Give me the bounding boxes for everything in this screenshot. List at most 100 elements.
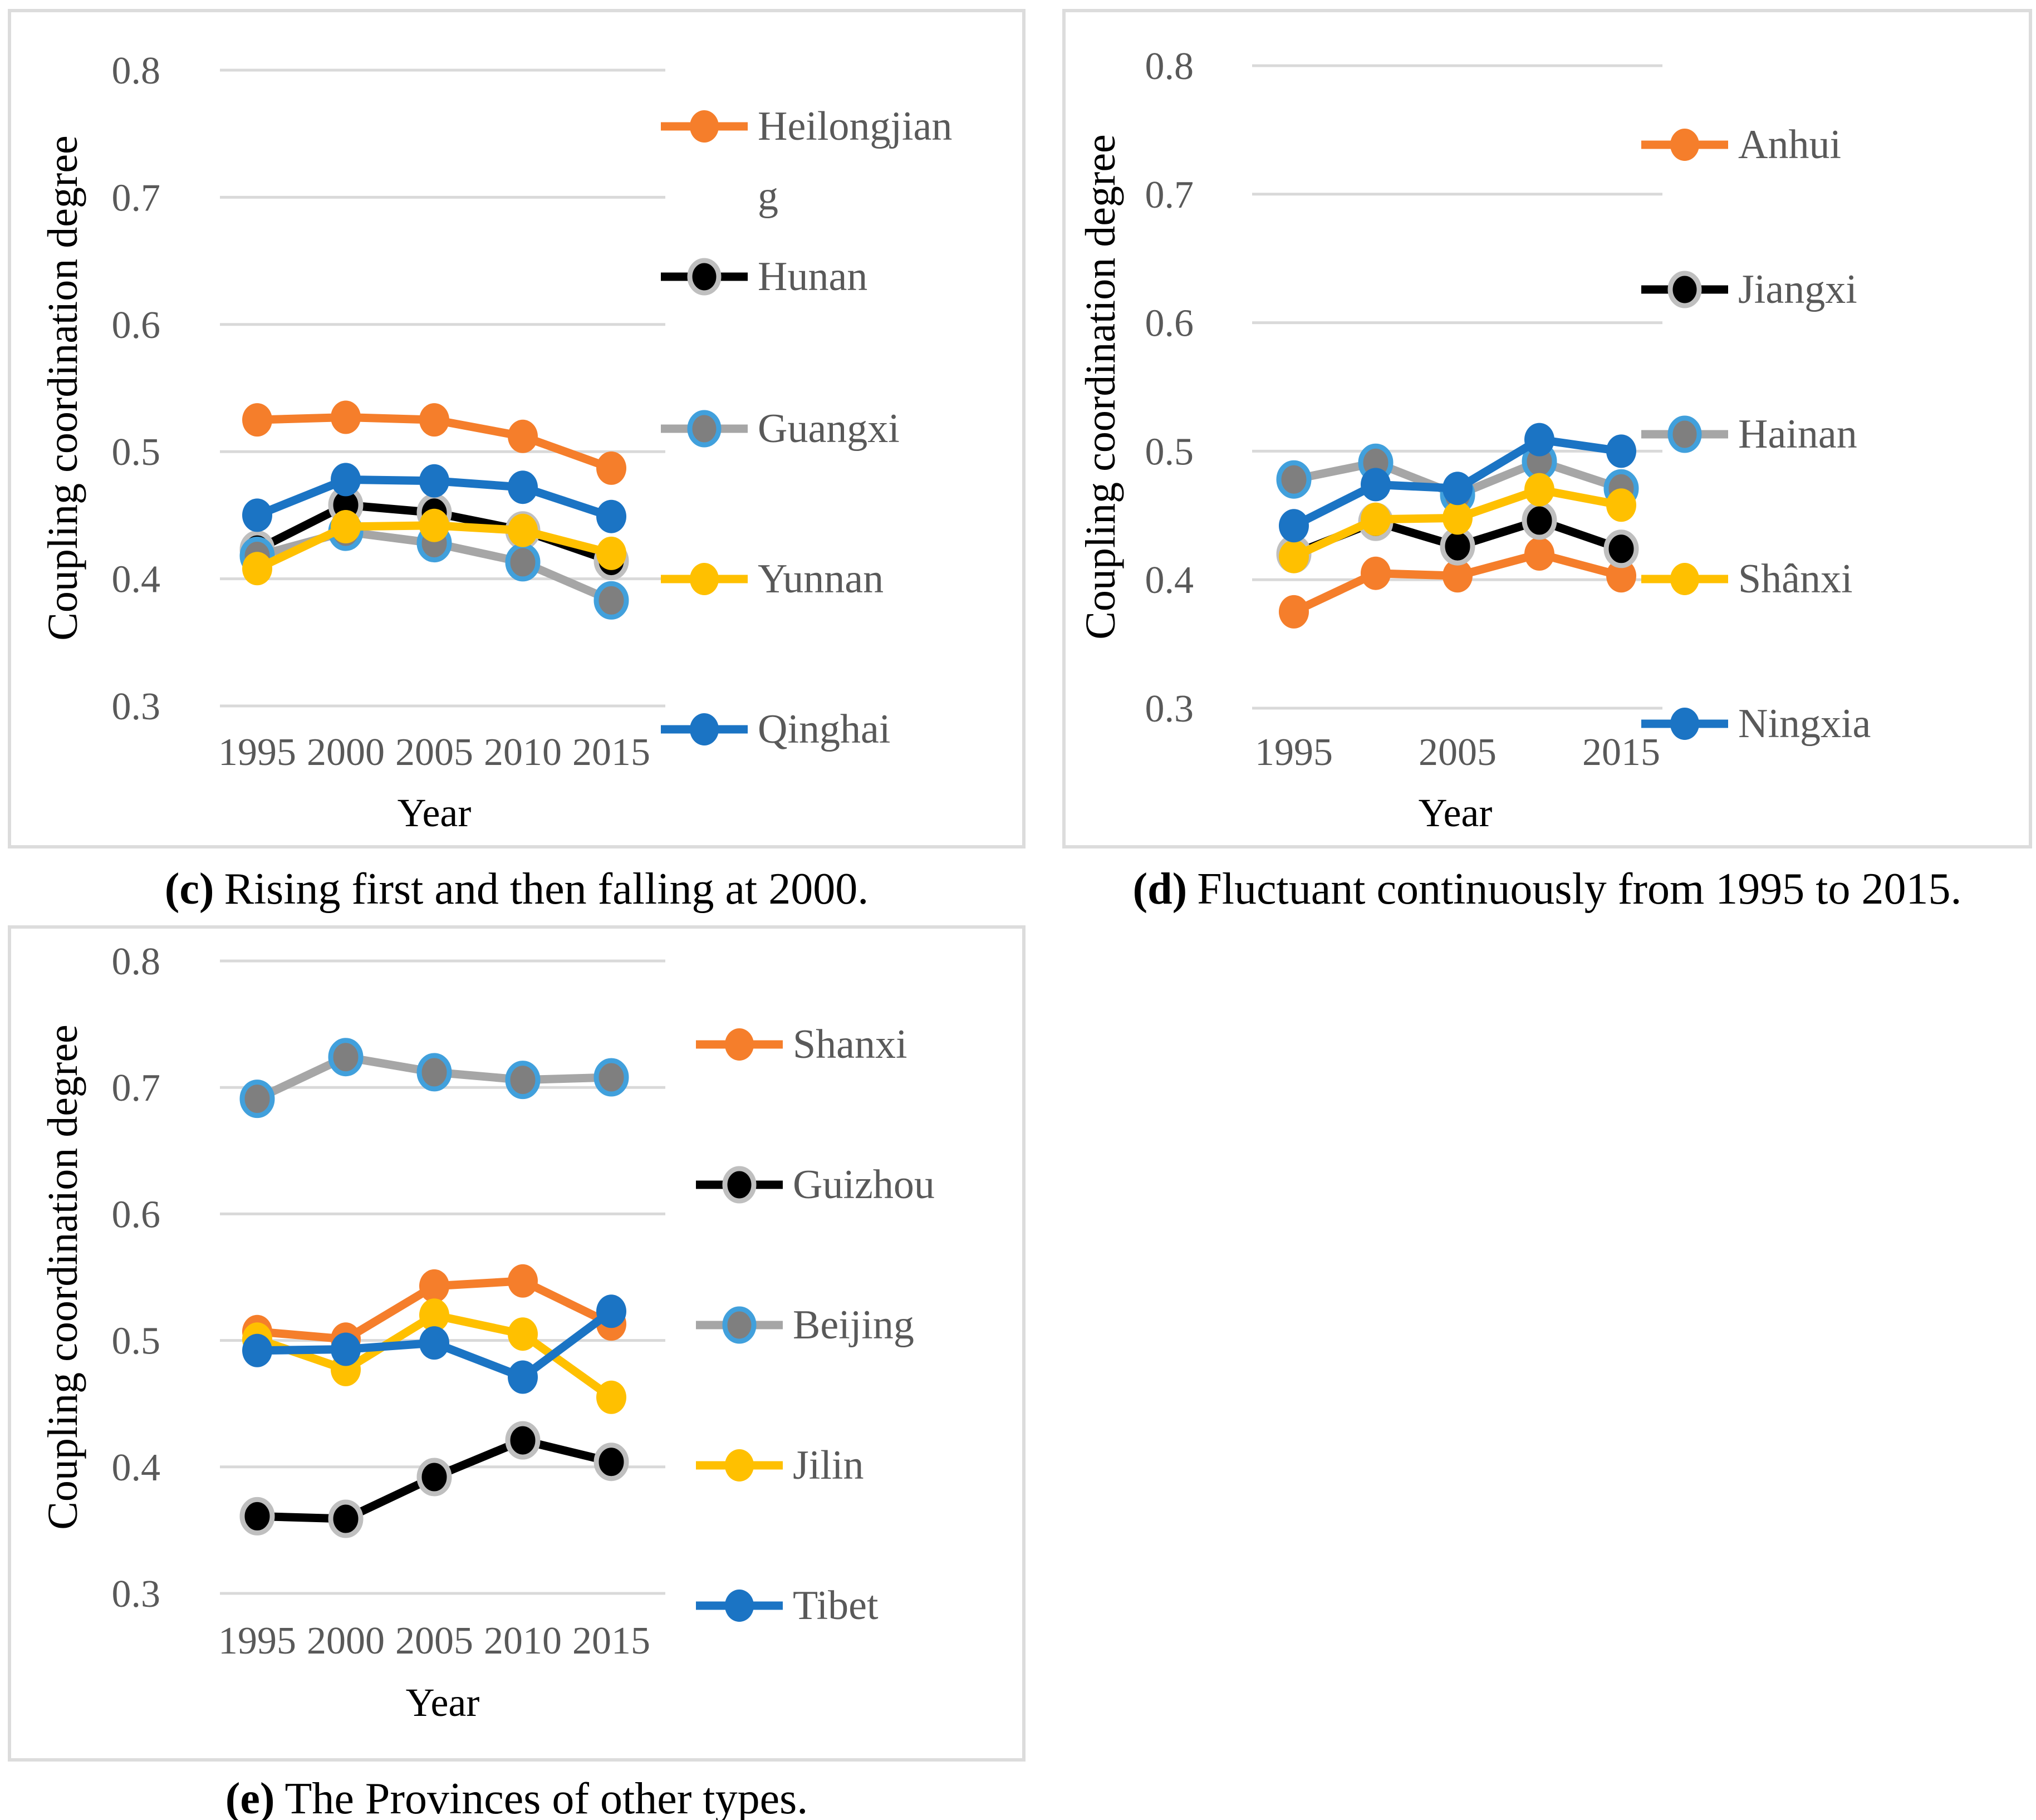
data-point-Guizhou-2005 (416, 1458, 452, 1497)
caption-d-text: Fluctuant continuously from 1995 to 2015… (1197, 865, 1962, 914)
line-chart-svg-d: 0.8 0.7 0.6 0.5 0.4 0.3 Coupling coordination … (1077, 45, 1662, 835)
data-point-Yunnan-2015 (596, 536, 626, 570)
data-point-Hainan-1995 (1276, 460, 1312, 499)
data-point-Beijing-1995 (239, 1080, 275, 1119)
caption-c: (c) Rising first and then falling at 2000… (8, 864, 1026, 915)
caption-e-text: The Provinces of other types. (284, 1774, 808, 1820)
data-point-Ningxia-1995 (1279, 509, 1309, 543)
caption-d-tag: (d) (1132, 865, 1188, 914)
data-point-Tibet-2000 (331, 1332, 361, 1366)
y-tick-label: 0.6 (112, 1193, 161, 1236)
data-point-Guangxi-2015 (593, 581, 629, 620)
data-point-Jilin-2010 (508, 1317, 538, 1351)
y-tick-label: 0.7 (112, 1067, 161, 1110)
y-axis-title: Coupling coordination degree (40, 1024, 86, 1530)
y-tick-label: 0.3 (112, 685, 161, 728)
chart-panel-d: 0.8 0.7 0.6 0.5 0.4 0.3 Coupling coordination … (1062, 9, 2032, 848)
x-axis-title: Year (398, 791, 472, 835)
data-point-Anhui-2000 (1361, 556, 1391, 590)
x-tick-label: 2000 (307, 731, 385, 774)
x-tick-label: 2005 (395, 731, 473, 774)
data-point-Anhui-2015 (1606, 559, 1636, 593)
data-point-Shanxi-2010 (508, 1264, 538, 1298)
data-point-Guangxi-2010 (505, 543, 541, 582)
caption-e-tag: (e) (225, 1774, 275, 1820)
y-tick-label: 0.4 (112, 558, 161, 601)
data-point-Shânxi-2000 (1361, 502, 1391, 536)
data-point-Jiangxi-2015 (1603, 529, 1639, 568)
data-point-Heilongjiang-2015 (596, 451, 626, 485)
caption-c-tag: (c) (164, 865, 214, 914)
data-point-Qinghai-2015 (596, 499, 626, 533)
x-tick-label: 2010 (484, 731, 562, 774)
y-tick-label: 0.8 (112, 940, 161, 983)
data-point-Ningxia-2005 (1443, 472, 1473, 506)
y-tick-label: 0.3 (1145, 688, 1194, 730)
data-point-Qinghai-2000 (331, 463, 361, 497)
caption-d: (d) Fluctuant continuously from 1995 to 2… (1062, 864, 2032, 915)
data-point-Heilongjiang-2010 (508, 419, 538, 453)
y-tick-label: 0.6 (112, 304, 161, 347)
y-tick-label: 0.8 (1145, 45, 1194, 88)
chart-panel-c: 0.8 0.7 0.6 0.5 0.4 0.3 Coupling coordination … (8, 9, 1026, 848)
data-point-Tibet-2010 (508, 1360, 538, 1394)
y-tick-label: 0.4 (112, 1446, 161, 1489)
data-point-Jiangxi-2010 (1522, 501, 1557, 540)
line-chart-svg-c: 0.8 0.7 0.6 0.5 0.4 0.3 Coupling coordination … (40, 50, 665, 835)
data-point-Heilongjiang-2000 (331, 400, 361, 434)
x-tick-label: 1995 (218, 731, 296, 774)
data-point-Jilin-2015 (596, 1380, 626, 1414)
line-chart-svg-e: 0.8 0.7 0.6 0.5 0.4 0.3 Coupling coordination … (40, 940, 665, 1725)
data-point-Ningxia-2000 (1361, 468, 1391, 502)
data-point-Yunnan-1995 (242, 552, 272, 586)
x-tick-label: 2015 (572, 731, 650, 774)
x-tick-label: 2015 (1582, 731, 1660, 774)
data-point-Anhui-2005 (1443, 559, 1473, 593)
data-point-Tibet-2015 (596, 1294, 626, 1328)
x-tick-label: 2015 (572, 1620, 650, 1662)
data-point-Yunnan-2010 (508, 513, 538, 547)
data-point-Guizhou-2000 (328, 1499, 364, 1538)
data-point-Shanxi-2005 (419, 1269, 449, 1303)
y-axis-title: Coupling coordination degree (1077, 134, 1124, 640)
x-tick-label: 2000 (307, 1620, 385, 1662)
data-point-Beijing-2000 (328, 1038, 364, 1077)
data-point-Yunnan-2005 (419, 508, 449, 542)
data-point-Qinghai-2010 (508, 470, 538, 504)
y-tick-label: 0.7 (112, 176, 161, 219)
x-tick-label: 2010 (484, 1620, 562, 1662)
data-point-Qinghai-2005 (419, 464, 449, 498)
data-point-Ningxia-2015 (1606, 434, 1636, 468)
y-tick-label: 0.5 (112, 1320, 161, 1363)
y-tick-label: 0.5 (112, 431, 161, 474)
data-point-Qinghai-1995 (242, 498, 272, 532)
x-axis-title: Year (406, 1680, 480, 1725)
data-point-Shânxi-1995 (1279, 539, 1309, 573)
data-point-Ningxia-2010 (1524, 423, 1554, 457)
chart-panel-e: 0.8 0.7 0.6 0.5 0.4 0.3 Coupling coordination … (8, 925, 1026, 1762)
data-point-Guizhou-2015 (593, 1443, 629, 1481)
y-tick-label: 0.8 (112, 50, 161, 92)
data-point-Yunnan-2000 (331, 510, 361, 543)
y-tick-label: 0.6 (1145, 302, 1194, 345)
y-tick-label: 0.3 (112, 1573, 161, 1616)
x-tick-label: 2005 (395, 1620, 473, 1662)
data-point-Heilongjiang-1995 (242, 403, 272, 437)
data-point-Jilin-2005 (419, 1298, 449, 1332)
data-point-Beijing-2005 (416, 1053, 452, 1092)
data-point-Tibet-1995 (242, 1333, 272, 1367)
data-point-Heilongjiang-2005 (419, 403, 449, 437)
x-tick-label: 1995 (218, 1620, 296, 1662)
data-point-Beijing-2010 (505, 1061, 541, 1100)
x-axis-title: Year (1419, 791, 1493, 835)
data-point-Anhui-2010 (1524, 537, 1554, 571)
data-point-Beijing-2015 (593, 1058, 629, 1097)
data-point-Tibet-2005 (419, 1326, 449, 1360)
y-tick-label: 0.4 (1145, 559, 1194, 602)
data-point-Anhui-1995 (1279, 595, 1309, 629)
caption-e: (e) The Provinces of other types. (8, 1774, 1026, 1820)
data-point-Shânxi-2015 (1606, 488, 1636, 522)
y-axis-title: Coupling coordination degree (40, 135, 86, 641)
x-tick-label: 1995 (1255, 731, 1333, 774)
